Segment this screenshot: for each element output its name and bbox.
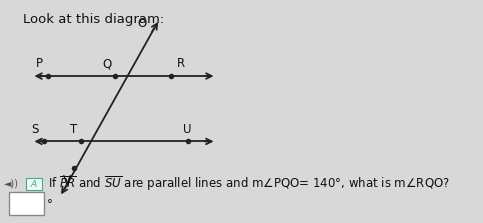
Text: If $\overline{PR}$ and $\overline{SU}$ are parallel lines and m∠PQO= 140°, what : If $\overline{PR}$ and $\overline{SU}$ a… — [48, 174, 450, 193]
Text: P: P — [35, 57, 43, 70]
FancyBboxPatch shape — [9, 192, 44, 215]
Text: V: V — [62, 174, 71, 187]
Text: ◄)): ◄)) — [3, 179, 18, 188]
Text: Q: Q — [102, 57, 112, 70]
FancyBboxPatch shape — [26, 178, 42, 190]
Text: A: A — [31, 180, 37, 189]
Text: T: T — [70, 123, 77, 136]
Text: O: O — [138, 17, 147, 31]
Text: U: U — [184, 123, 192, 136]
Text: °: ° — [47, 198, 53, 211]
Text: R: R — [177, 57, 185, 70]
Text: Look at this diagram:: Look at this diagram: — [23, 13, 165, 26]
Text: S: S — [31, 123, 39, 136]
